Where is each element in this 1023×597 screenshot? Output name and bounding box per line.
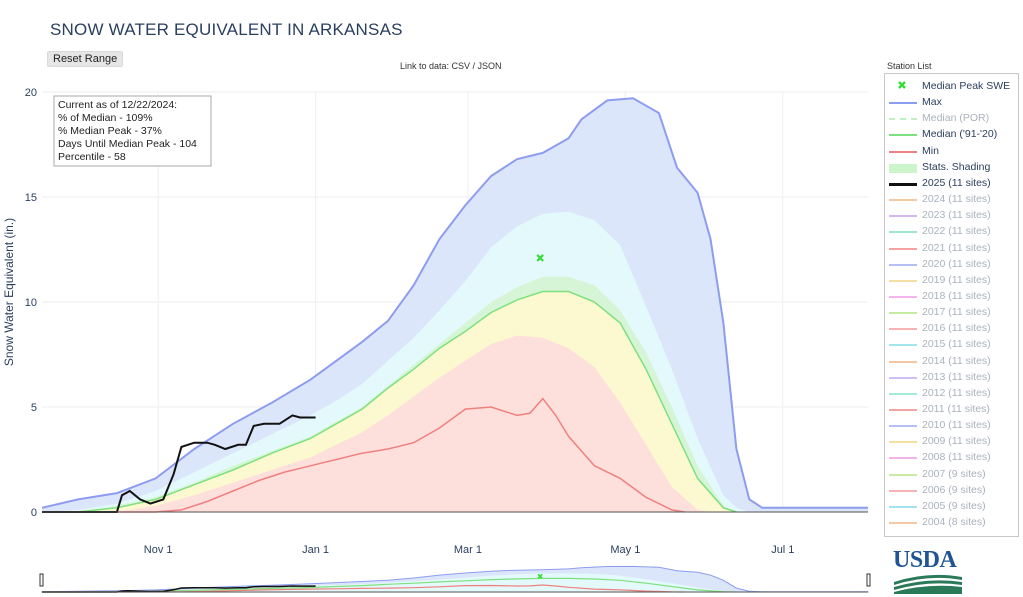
legend-label: 2023 (11 sites)	[922, 209, 991, 222]
x-tick-label: Mar 1	[454, 544, 482, 556]
series-lines	[41, 97, 868, 513]
legend-label: Stats. Shading	[922, 160, 991, 173]
legend-label: 2006 (9 sites)	[922, 483, 986, 496]
legend-label: 2011 (11 sites)	[922, 403, 990, 415]
legend-label: Median Peak SWE	[922, 80, 1011, 92]
legend-swatch	[889, 392, 917, 395]
legend-label: 2020 (11 sites)	[922, 257, 991, 270]
legend-label: 2015 (11 sites)	[922, 338, 991, 351]
max-line	[41, 97, 868, 509]
x-tick-label: Nov 1	[144, 544, 173, 556]
stat-bands	[42, 98, 868, 513]
info-box-line: Days Until Median Peak - 104	[58, 138, 197, 150]
y-tick-label: 0	[31, 507, 37, 519]
legend-swatch	[889, 263, 917, 266]
legend-label: 2007 (9 sites)	[922, 467, 986, 480]
legend-label: 2012 (11 sites)	[922, 386, 991, 399]
legend-label: 2025 (11 sites)	[922, 176, 991, 189]
legend-label: 2024 (11 sites)	[922, 193, 991, 206]
legend-label: 2019 (11 sites)	[922, 273, 991, 286]
reset-range-button[interactable]: Reset Range	[47, 51, 124, 67]
legend-label: 2008 (11 sites)	[922, 451, 991, 464]
info-box-line: % Median Peak - 37%	[58, 125, 162, 137]
legend-label: 2021 (11 sites)	[922, 241, 991, 254]
legend-swatch	[889, 441, 917, 444]
legend-label: 2004 (8 sites)	[922, 516, 986, 529]
legend-label: 2017 (11 sites)	[922, 306, 991, 319]
data-link[interactable]: Link to data: CSV / JSON	[400, 61, 502, 71]
info-box: Current as of 12/22/2024:% of Median - 1…	[53, 95, 212, 167]
legend-label: Max	[922, 96, 942, 109]
min-line	[42, 397, 685, 513]
legend-swatch	[889, 344, 917, 347]
legend-swatch	[889, 295, 917, 298]
legend-swatch	[889, 215, 917, 218]
station-legend: Median Peak SWE Max Median (POR) Median ('9…	[884, 73, 1019, 537]
p30-band	[42, 335, 711, 512]
legend-swatch	[889, 182, 917, 186]
legend-label: Min	[922, 144, 939, 157]
legend-label: 2016 (11 sites)	[922, 322, 991, 335]
mini-peak-marker	[537, 573, 543, 579]
legend-title: Station List	[887, 61, 932, 71]
snow-water-chart[interactable]: 0 5 10 15 20 Nov 1 Jan 1 Mar 1 May 1 Jul 1 Snow Wa…	[0, 0, 880, 597]
chart-title: SNOW WATER EQUIVALENT IN ARKANSAS	[50, 20, 403, 39]
legend-swatch	[889, 328, 917, 331]
legend-label: 2005 (9 sites)	[922, 499, 986, 512]
legend-swatch	[889, 360, 917, 363]
legend-label: Median ('91-'20)	[922, 128, 998, 141]
mini-median	[42, 577, 737, 593]
legend-swatch	[889, 134, 917, 137]
usda-logo-text: USDA	[893, 547, 957, 573]
mini-min	[42, 584, 685, 593]
mini-current	[42, 585, 316, 593]
info-box-line: Percentile - 58	[58, 151, 126, 163]
x-tick-label: Jan 1	[302, 544, 329, 556]
legend-label: 2009 (11 sites)	[922, 435, 991, 448]
legend-swatch	[889, 199, 917, 202]
legend-swatch	[889, 522, 917, 525]
current-year-line	[42, 414, 316, 513]
legend-swatch	[889, 163, 917, 173]
range-handle-left	[39, 573, 44, 587]
legend-label: 2010 (11 sites)	[922, 419, 991, 432]
legend-swatch	[889, 80, 917, 92]
legend-label: 2013 (11 sites)	[922, 370, 991, 383]
legend-swatch	[889, 231, 917, 234]
usda-logo: USDA	[893, 547, 965, 595]
legend-swatch	[889, 409, 917, 411]
legend-swatch	[889, 473, 917, 476]
legend-swatch	[889, 489, 917, 492]
x-tick-label: May 1	[610, 544, 640, 556]
legend-swatch	[889, 118, 917, 121]
legend-label: Median (POR)	[922, 112, 990, 125]
legend-label: 2022 (11 sites)	[922, 225, 991, 238]
median-line	[42, 290, 737, 513]
y-axis-label: Snow Water Equivalent (in.)	[2, 218, 16, 366]
legend-swatch	[889, 247, 917, 250]
y-tick-label: 20	[25, 87, 37, 99]
y-tick-label: 10	[25, 297, 37, 309]
range-slider[interactable]	[39, 565, 871, 593]
legend-swatch	[889, 505, 917, 508]
legend-label: 2014 (11 sites)	[922, 354, 991, 367]
legend-swatch	[889, 312, 917, 315]
legend-label: 2018 (11 sites)	[922, 289, 991, 302]
legend-swatch	[889, 150, 917, 153]
legend-swatch	[889, 279, 917, 282]
range-handle-right	[866, 573, 871, 587]
axes: 0 5 10 15 20 Nov 1 Jan 1 Mar 1 May 1 Jul 1 Snow Wa…	[2, 87, 868, 556]
y-tick-label: 15	[25, 192, 37, 204]
legend-swatch	[889, 102, 917, 105]
legend-swatch	[889, 376, 917, 379]
median-peak-marker	[536, 254, 544, 262]
info-box-line: % of Median - 109%	[58, 112, 153, 124]
usda-logo-hills	[894, 574, 962, 594]
info-box-line: Current as of 12/22/2024:	[58, 99, 177, 111]
y-tick-label: 5	[31, 402, 37, 414]
x-tick-label: Jul 1	[771, 544, 794, 556]
legend-swatch	[889, 457, 917, 460]
legend-swatch	[889, 425, 917, 428]
info-box-frame	[53, 95, 212, 167]
